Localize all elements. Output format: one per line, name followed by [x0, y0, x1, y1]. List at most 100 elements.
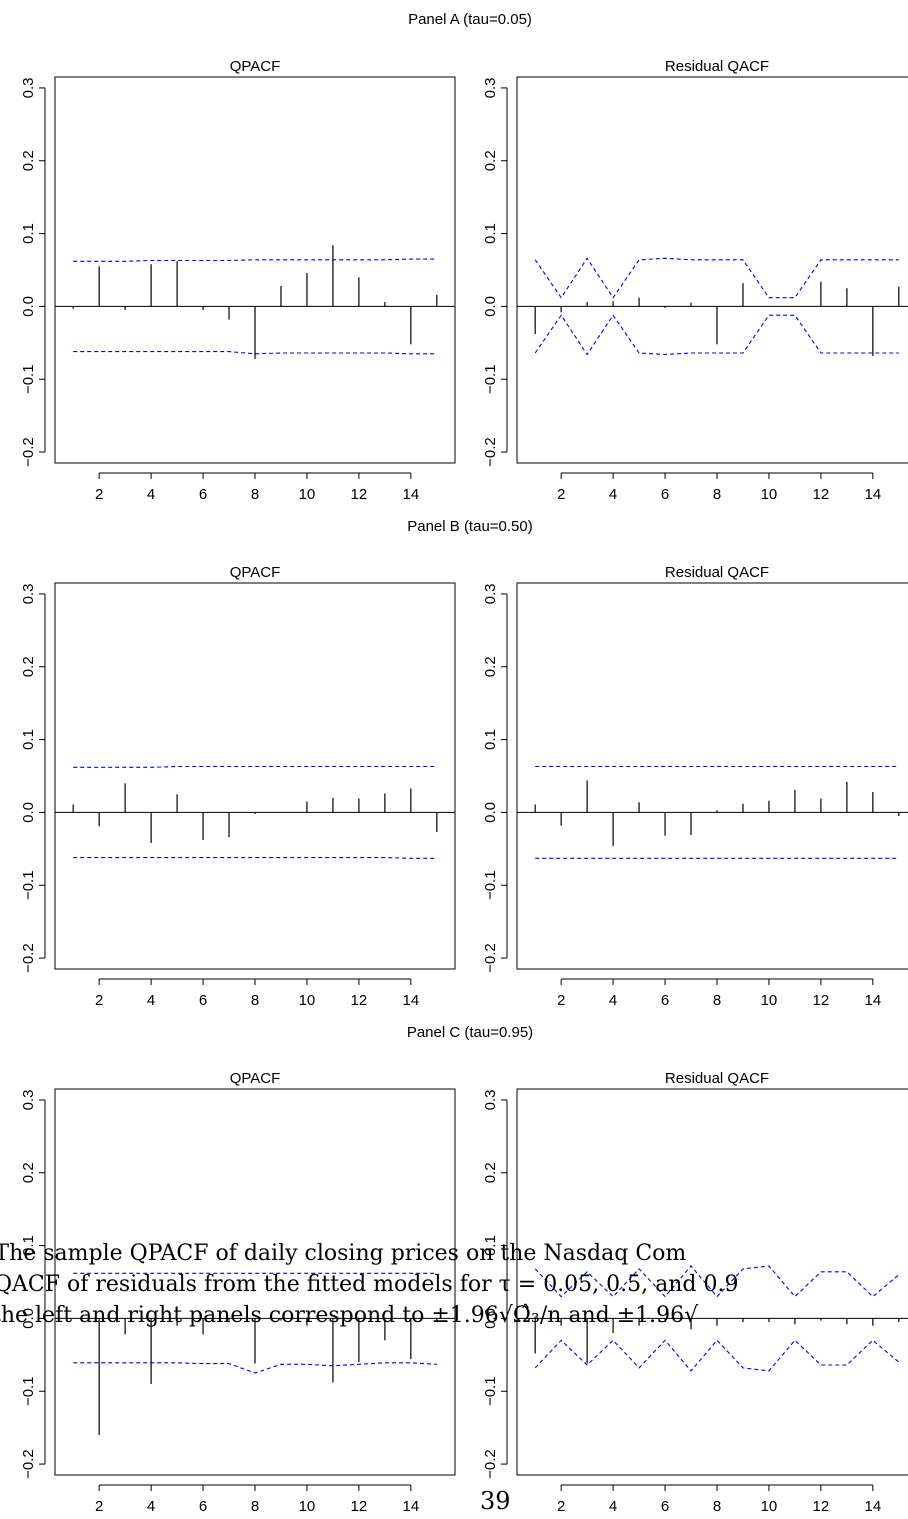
y-tick-label: 0.2: [482, 656, 499, 677]
plot-title: QPACF: [230, 564, 281, 581]
y-tick-label: 0.2: [482, 150, 499, 171]
x-tick-label: 4: [609, 992, 617, 1009]
y-tick-label: −0.1: [20, 1376, 37, 1406]
band-upper: [534, 257, 899, 299]
band-upper: [73, 765, 437, 768]
y-tick-label: 0.2: [20, 150, 37, 171]
y-tick-label: −0.2: [20, 437, 37, 467]
band-lower: [73, 857, 437, 859]
x-tick-label: 12: [813, 1498, 830, 1515]
plot-title: QPACF: [230, 58, 281, 75]
y-tick-label: 0.2: [482, 1162, 499, 1183]
x-tick-label: 8: [713, 992, 721, 1009]
y-tick-label: −0.1: [20, 870, 37, 900]
y-tick-label: 0.0: [482, 802, 499, 823]
y-tick-label: −0.2: [20, 1449, 37, 1479]
panel-title: Panel B (tau=0.50): [407, 518, 533, 535]
x-tick-label: 6: [661, 1498, 669, 1515]
x-tick-label: 2: [557, 486, 565, 503]
x-tick-label: 8: [713, 486, 721, 503]
y-tick-label: 0.3: [20, 77, 37, 98]
plot-2-1: QPACF −0.2 −0.1 0.0 0.1 0.2 0.3 2 4 6 8 10 12 14: [20, 564, 456, 1009]
y-tick-label: −0.1: [482, 364, 499, 394]
plot-3-1: QPACF −0.2 −0.1 0.0 0.1 0.2 0.3 2 4 6 8 10 12 14: [20, 1070, 456, 1515]
x-tick-label: 2: [95, 486, 103, 503]
x-tick-label: 10: [299, 1498, 316, 1515]
band-lower: [534, 1339, 900, 1372]
plot-1-2: Residual QACF −0.2 −0.1 0.0 0.1 0.2 0.3 2 4 6 8 10 1…: [482, 58, 908, 503]
x-tick-label: 4: [147, 1498, 155, 1515]
x-tick-label: 14: [403, 992, 420, 1009]
x-tick-label: 6: [199, 1498, 207, 1515]
panel-title: Panel C (tau=0.95): [407, 1024, 533, 1041]
x-tick-label: 2: [95, 1498, 103, 1515]
plot-1-1: QPACF −0.2 −0.1 0.0 0.1 0.2 0.3 2 4 6 8 10 12 14: [20, 58, 456, 503]
panel-title: Panel A (tau=0.05): [408, 11, 532, 28]
band-lower: [73, 351, 437, 355]
x-tick-label: 12: [351, 1498, 368, 1515]
y-tick-label: 0.0: [482, 296, 499, 317]
band-lower: [534, 314, 899, 356]
x-tick-label: 8: [251, 1498, 259, 1515]
y-tick-label: 0.2: [20, 1162, 37, 1183]
y-tick-label: 0.0: [20, 1308, 37, 1329]
y-tick-label: 0.2: [20, 656, 37, 677]
x-tick-label: 2: [557, 1498, 565, 1515]
x-tick-label: 8: [713, 1498, 721, 1515]
y-tick-label: 0.3: [482, 77, 499, 98]
band-lower: [73, 1362, 437, 1374]
y-tick-label: −0.1: [482, 1376, 499, 1406]
y-tick-label: 0.1: [20, 1235, 37, 1256]
plot-frame: [516, 76, 908, 464]
plot-frame: [516, 1088, 908, 1476]
x-tick-label: 6: [661, 992, 669, 1009]
y-tick-label: −0.1: [20, 364, 37, 394]
x-tick-label: 10: [299, 992, 316, 1009]
x-tick-label: 12: [813, 486, 830, 503]
x-tick-label: 8: [251, 992, 259, 1009]
y-tick-label: 0.3: [20, 583, 37, 604]
x-tick-label: 12: [813, 992, 830, 1009]
y-tick-label: 0.1: [482, 729, 499, 750]
y-tick-label: 0.0: [20, 296, 37, 317]
y-tick-label: −0.1: [482, 870, 499, 900]
x-tick-label: 12: [351, 486, 368, 503]
x-tick-label: 2: [95, 992, 103, 1009]
x-tick-label: 14: [865, 992, 882, 1009]
x-tick-label: 10: [761, 1498, 778, 1515]
plot-title: QPACF: [230, 1070, 281, 1087]
plot-3-2: Residual QACF −0.2 −0.1 0.0 0.1 0.2 0.3 2 4 6 8 10 1…: [482, 1070, 908, 1515]
y-tick-label: −0.2: [482, 1449, 499, 1479]
x-tick-label: 4: [609, 486, 617, 503]
x-tick-label: 4: [147, 486, 155, 503]
x-tick-label: 10: [299, 486, 316, 503]
x-tick-label: 4: [147, 992, 155, 1009]
plot-2-2: Residual QACF −0.2 −0.1 0.0 0.1 0.2 0.3 2 4 6 8 10 1…: [482, 564, 908, 1009]
x-tick-label: 12: [351, 992, 368, 1009]
y-tick-label: 0.1: [20, 223, 37, 244]
x-tick-label: 14: [403, 1498, 420, 1515]
plot-frame: [54, 1088, 456, 1476]
y-tick-label: 0.1: [482, 1235, 499, 1256]
x-tick-label: 10: [761, 992, 778, 1009]
y-tick-label: 0.1: [20, 729, 37, 750]
plot-frame: [516, 582, 908, 970]
y-tick-label: 0.3: [20, 1089, 37, 1110]
x-tick-label: 10: [761, 486, 778, 503]
y-tick-label: 0.1: [482, 223, 499, 244]
x-tick-label: 6: [661, 486, 669, 503]
y-tick-label: 0.0: [20, 802, 37, 823]
y-tick-label: 0.0: [482, 1308, 499, 1329]
plot-title: Residual QACF: [665, 564, 769, 581]
x-tick-label: 2: [557, 992, 565, 1009]
y-tick-label: −0.2: [482, 943, 499, 973]
x-tick-label: 14: [865, 486, 882, 503]
x-tick-label: 4: [609, 1498, 617, 1515]
x-tick-label: 14: [865, 1498, 882, 1515]
plot-frame: [54, 76, 456, 464]
y-tick-label: −0.2: [482, 437, 499, 467]
band-upper: [73, 258, 437, 262]
y-tick-label: 0.3: [482, 1089, 499, 1110]
y-tick-label: −0.2: [20, 943, 37, 973]
